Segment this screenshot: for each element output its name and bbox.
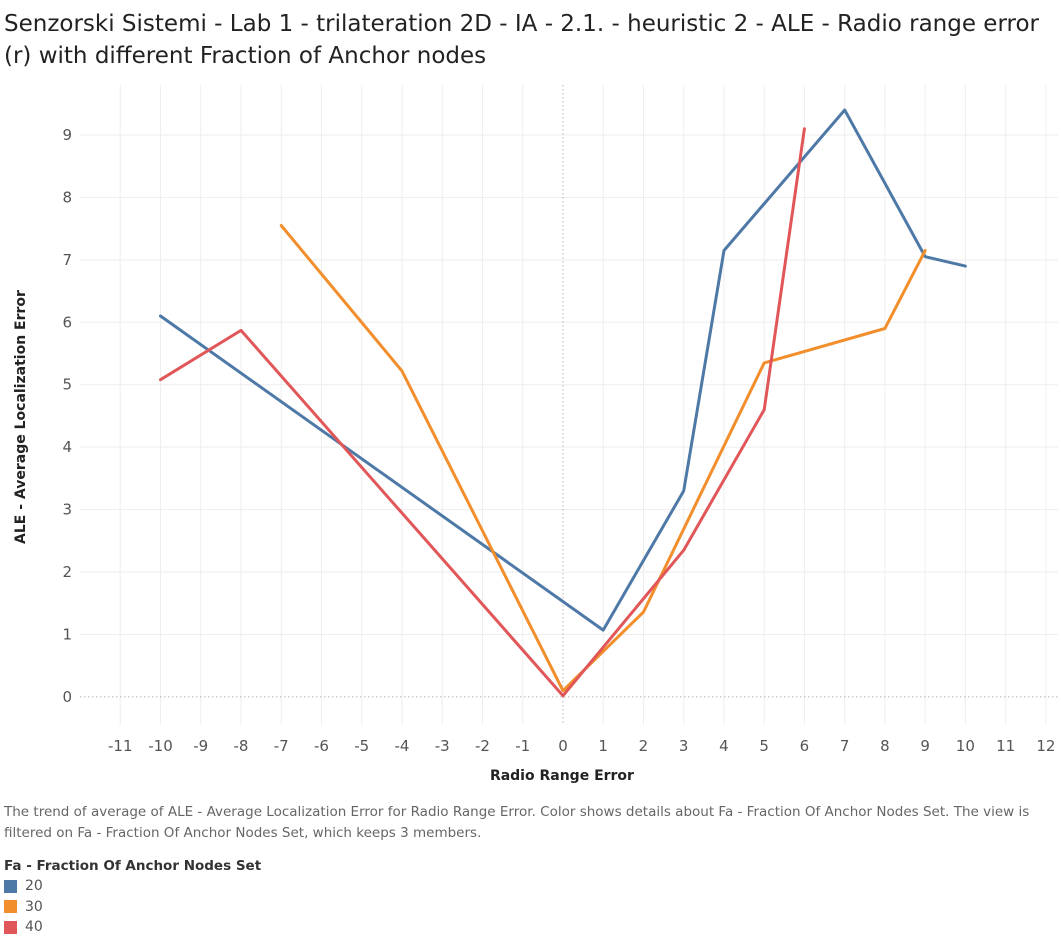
zero-reference-lines — [80, 85, 1058, 725]
x-tick-label-12: 12 — [1036, 737, 1055, 755]
y-tick-label-3: 3 — [62, 501, 72, 519]
x-tick-label-9: 9 — [920, 737, 930, 755]
x-axis-title: Radio Range Error — [490, 768, 634, 784]
x-tick-label--7: -7 — [274, 737, 289, 755]
legend-item-40[interactable]: 40 — [4, 917, 261, 938]
legend-swatch-20 — [4, 879, 17, 893]
grid-lines — [80, 85, 1058, 725]
x-tick-label-2: 2 — [639, 737, 649, 755]
x-tick-label--8: -8 — [234, 737, 249, 755]
x-tick-label--2: -2 — [475, 737, 490, 755]
series-layer — [159, 108, 967, 698]
legend-label-40: 40 — [25, 919, 43, 935]
x-tick-label--11: -11 — [108, 737, 133, 755]
legend-label-30: 30 — [25, 898, 43, 915]
series-line-40[interactable] — [159, 127, 806, 698]
x-tick-label-1: 1 — [598, 737, 608, 755]
x-tick-label--3: -3 — [435, 737, 450, 755]
x-tick-label--1: -1 — [515, 737, 530, 755]
legend-title: Fa - Fraction Of Anchor Nodes Set — [4, 858, 262, 874]
x-tick-label--10: -10 — [148, 737, 173, 755]
y-axis-title: ALE - Average Localization Error — [13, 290, 29, 544]
x-tick-label-5: 5 — [759, 737, 769, 755]
legend-swatch-30 — [4, 900, 17, 914]
y-tick-label-2: 2 — [62, 563, 72, 581]
x-tick-label-11: 11 — [996, 737, 1015, 755]
x-tick-label--4: -4 — [394, 737, 409, 755]
y-tick-label-5: 5 — [62, 376, 72, 394]
legend: Fa - Fraction Of Anchor Nodes Set 20 30 … — [4, 856, 261, 938]
legend-swatch-40 — [4, 920, 17, 934]
x-tick-label-3: 3 — [679, 737, 689, 755]
x-tick-label--5: -5 — [354, 737, 369, 755]
x-tick-label--6: -6 — [314, 737, 329, 755]
x-tick-label-0: 0 — [558, 737, 568, 755]
line-chart: -11 -10 -9 -8 -7 -6 -5 -4 -3 -2 -1 0 1 2 3 4 5 6 7 8 9 10 11 12… — [13, 85, 1058, 784]
chart-caption: The trend of average of ALE - Average Lo… — [4, 804, 1030, 841]
x-tick-label--9: -9 — [193, 737, 208, 755]
legend-item-20[interactable]: 20 — [4, 876, 261, 897]
y-tick-label-0: 0 — [62, 688, 72, 706]
x-tick-label-4: 4 — [719, 737, 729, 755]
y-tick-label-6: 6 — [62, 313, 72, 331]
legend-item-30[interactable]: 30 — [4, 897, 261, 918]
y-tick-label-7: 7 — [62, 251, 72, 269]
y-axis-ticks: 0 1 2 3 4 5 6 7 8 9 — [62, 126, 72, 706]
legend-label-20: 20 — [25, 878, 43, 894]
y-tick-label-4: 4 — [62, 438, 72, 456]
y-tick-label-9: 9 — [62, 126, 72, 144]
chart-title: Senzorski Sistemi - Lab 1 - trilateratio… — [4, 11, 1039, 69]
x-tick-label-6: 6 — [800, 737, 810, 755]
x-tick-label-7: 7 — [840, 737, 850, 755]
x-tick-label-10: 10 — [956, 737, 975, 755]
series-line-20[interactable] — [159, 108, 967, 632]
y-tick-label-8: 8 — [62, 188, 72, 206]
y-tick-label-1: 1 — [62, 625, 72, 643]
x-axis-ticks: -11 -10 -9 -8 -7 -6 -5 -4 -3 -2 -1 0 1 2 3 4 5 6 7 8 9 10 11 12 — [108, 737, 1055, 755]
x-tick-label-8: 8 — [880, 737, 890, 755]
series-line-30[interactable] — [279, 224, 927, 693]
